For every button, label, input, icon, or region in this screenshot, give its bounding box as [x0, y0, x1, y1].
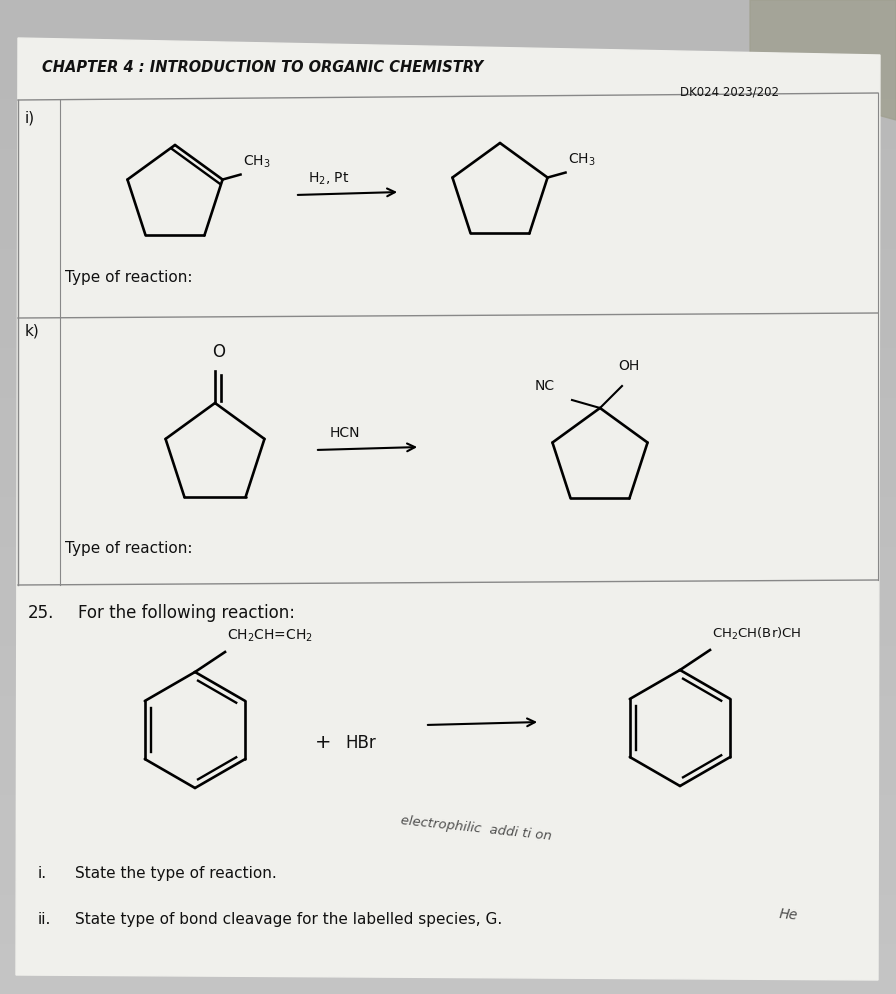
Text: 25.: 25.: [28, 604, 55, 622]
Text: CH$_2$CH=CH$_2$: CH$_2$CH=CH$_2$: [227, 628, 313, 644]
Text: State type of bond cleavage for the labelled species, G.: State type of bond cleavage for the labe…: [75, 912, 503, 927]
Text: ii.: ii.: [38, 912, 51, 927]
Text: electrophilic  addi ti on: electrophilic addi ti on: [400, 814, 552, 843]
Text: State the type of reaction.: State the type of reaction.: [75, 866, 277, 881]
Text: CH$_2$CH(Br)CH: CH$_2$CH(Br)CH: [712, 626, 802, 642]
Text: i): i): [25, 110, 35, 125]
Text: CH$_3$: CH$_3$: [243, 153, 271, 170]
Text: DK024 2023/202: DK024 2023/202: [680, 85, 779, 98]
Text: O: O: [212, 343, 225, 361]
Text: He: He: [778, 908, 798, 923]
Text: H$_2$, Pt: H$_2$, Pt: [308, 171, 349, 188]
Text: +: +: [315, 733, 332, 752]
Text: HCN: HCN: [330, 426, 360, 440]
Polygon shape: [16, 38, 880, 980]
Text: HBr: HBr: [345, 734, 375, 752]
Text: OH: OH: [618, 359, 639, 373]
Text: CHAPTER 4 : INTRODUCTION TO ORGANIC CHEMISTRY: CHAPTER 4 : INTRODUCTION TO ORGANIC CHEM…: [42, 60, 483, 75]
Text: For the following reaction:: For the following reaction:: [78, 604, 295, 622]
Text: Type of reaction:: Type of reaction:: [65, 541, 193, 556]
Text: CH$_3$: CH$_3$: [567, 151, 595, 168]
Text: k): k): [25, 323, 39, 338]
Text: NC: NC: [535, 379, 556, 393]
Text: Type of reaction:: Type of reaction:: [65, 270, 193, 285]
Polygon shape: [750, 0, 896, 120]
Text: i.: i.: [38, 866, 47, 881]
